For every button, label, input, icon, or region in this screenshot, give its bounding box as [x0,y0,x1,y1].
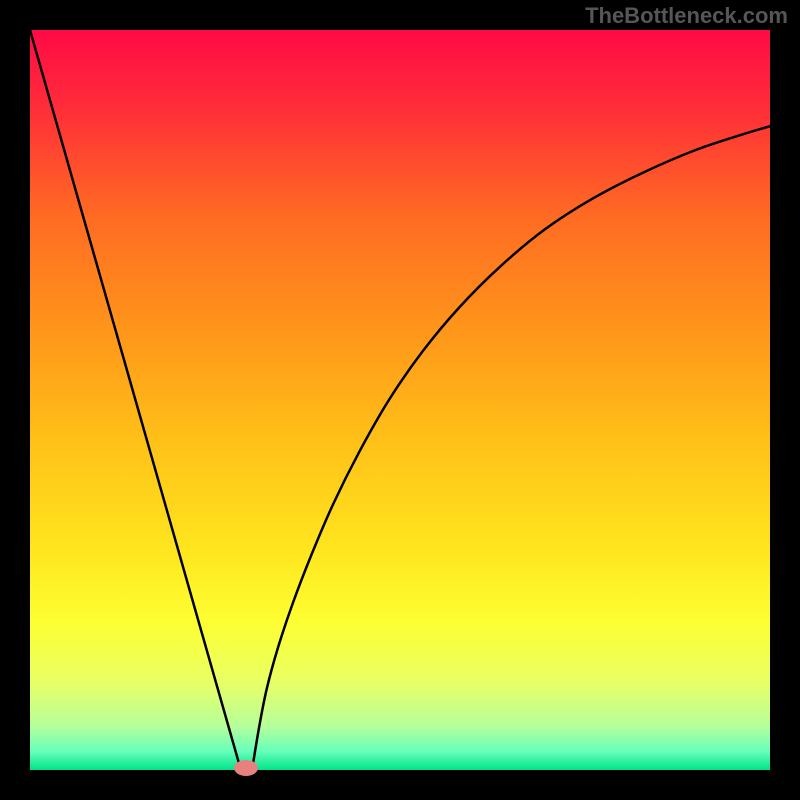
minimum-marker [234,760,258,776]
curve-layer [30,30,770,770]
plot-area [30,30,770,770]
chart-container: TheBottleneck.com [0,0,800,800]
watermark-text: TheBottleneck.com [585,3,788,29]
